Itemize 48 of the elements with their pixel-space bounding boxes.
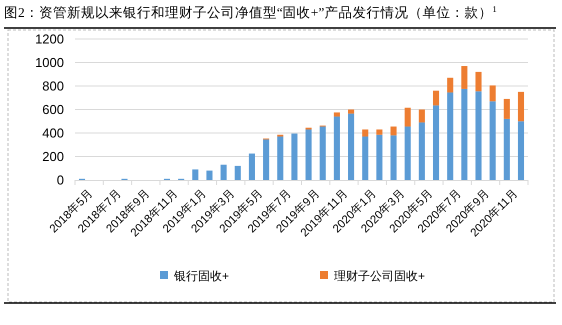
bar — [461, 88, 468, 180]
bar — [475, 72, 482, 92]
y-tick-label: 600 — [42, 102, 64, 118]
y-tick-label: 0 — [56, 172, 64, 188]
y-tick-label: 1000 — [35, 55, 64, 70]
bar — [320, 126, 326, 180]
bar — [461, 66, 468, 89]
y-tick-label: 400 — [42, 126, 64, 141]
bar — [518, 121, 524, 180]
bar — [490, 85, 496, 102]
bar — [504, 98, 510, 119]
bar — [348, 114, 354, 180]
bar — [334, 112, 340, 117]
bar — [447, 78, 454, 92]
bar — [447, 92, 454, 180]
bar — [432, 105, 440, 180]
bar — [234, 166, 241, 180]
bar — [362, 129, 368, 137]
bar — [348, 110, 354, 114]
bar — [362, 136, 368, 180]
bar — [376, 134, 382, 180]
bar — [418, 122, 425, 180]
y-tick-label: 200 — [42, 149, 64, 164]
y-tick-label: 800 — [42, 78, 64, 94]
bar — [376, 129, 382, 135]
legend-label: 理财子公司固收+ — [334, 269, 426, 284]
bar — [418, 110, 425, 122]
bar — [277, 136, 284, 180]
bar — [390, 126, 397, 136]
bar — [390, 135, 397, 180]
bar — [475, 91, 482, 180]
bar — [192, 169, 198, 180]
bar — [334, 116, 340, 180]
bar — [432, 90, 440, 106]
bar — [291, 134, 298, 180]
bar — [490, 101, 496, 180]
bar — [220, 164, 227, 180]
bar — [404, 108, 411, 127]
bar — [404, 126, 411, 180]
bar — [306, 129, 312, 180]
bar — [206, 170, 212, 180]
bar — [518, 92, 524, 122]
bar — [248, 154, 255, 180]
legend-label: 银行固收+ — [173, 269, 230, 284]
chart-title: 图2：资管新规以来银行和理财子公司净值型“固收+”产品发行情况（单位：款）$^{1}$ — [4, 4, 497, 20]
y-tick-label: 1200 — [35, 32, 64, 47]
bar — [263, 139, 270, 180]
bar — [504, 118, 510, 180]
